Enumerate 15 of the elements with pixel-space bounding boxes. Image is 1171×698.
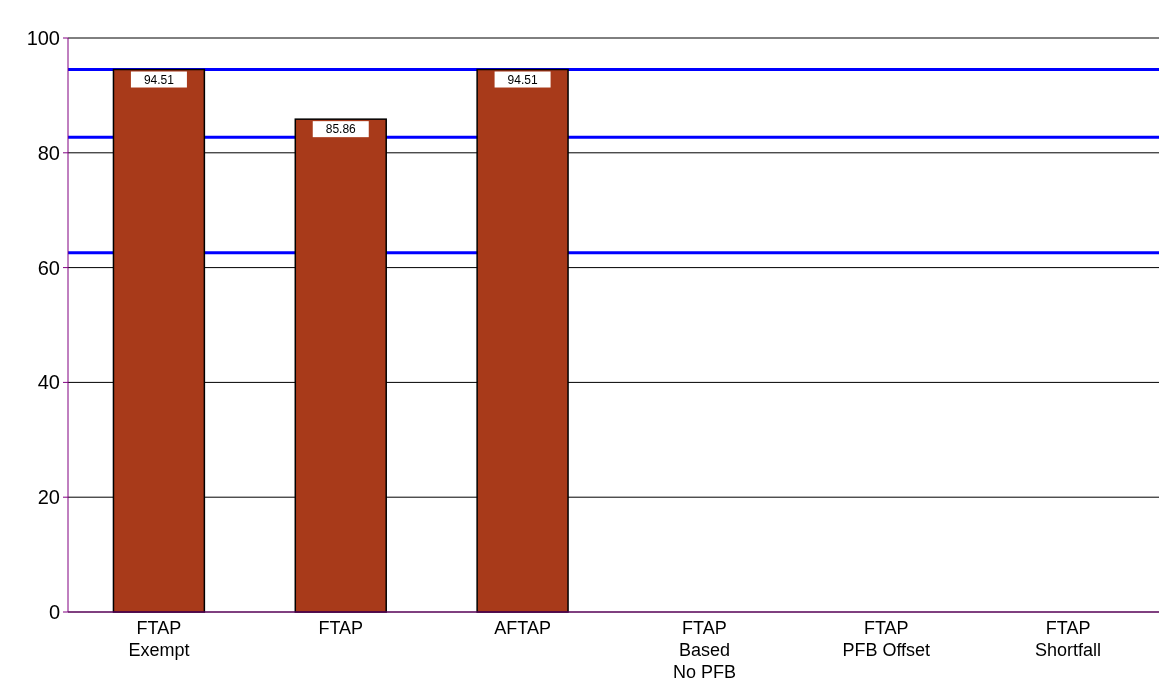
x-tick-label: FTAP Exempt xyxy=(128,618,190,660)
y-tick-label: 100 xyxy=(26,27,60,49)
data-label: 94.51 xyxy=(143,72,175,87)
y-tick-label: 0 xyxy=(48,601,60,623)
y-tick-label: 80 xyxy=(37,141,60,164)
y-tick-label: 20 xyxy=(37,486,60,509)
x-tick-label: FTAP Shortfall xyxy=(1035,618,1102,660)
x-tick-label: FTAP PFB Offset xyxy=(842,618,931,660)
x-tick-label: FTAP Based No PFB xyxy=(672,618,736,682)
x-tick-label: AFTAP xyxy=(494,618,551,638)
y-tick-label: 40 xyxy=(37,371,60,394)
data-label: 85.86 xyxy=(325,122,357,137)
y-tick-label: 60 xyxy=(37,256,60,279)
x-tick-label: FTAP xyxy=(318,618,364,638)
data-label: 94.51 xyxy=(507,72,538,87)
